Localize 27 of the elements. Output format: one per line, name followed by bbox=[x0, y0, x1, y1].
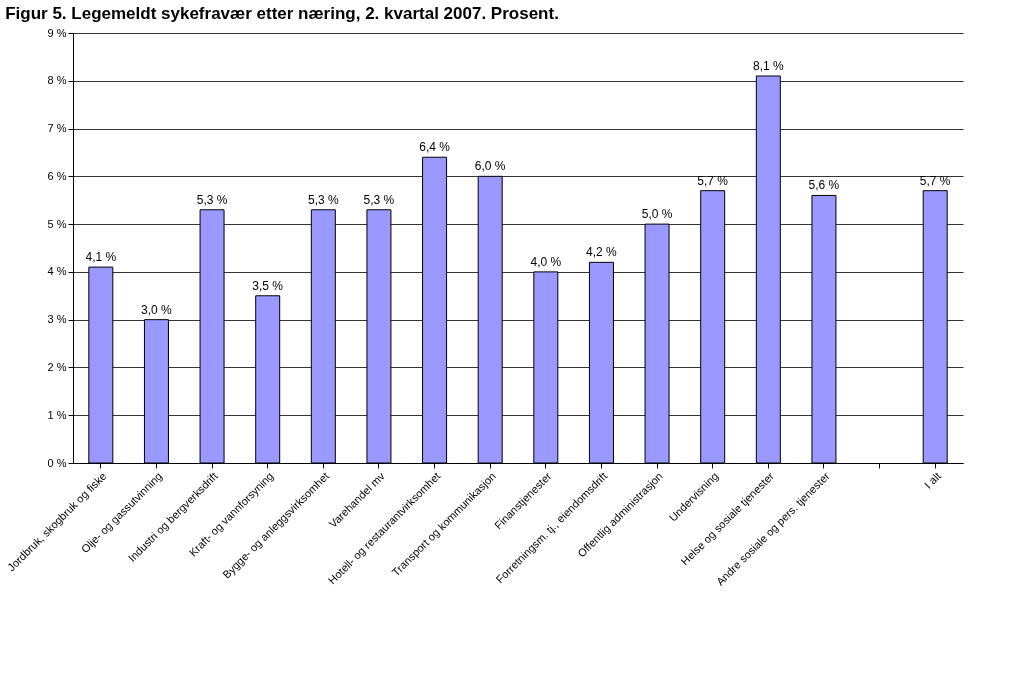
data-label: 6,0 % bbox=[474, 159, 506, 174]
data-label: 4,2 % bbox=[586, 245, 618, 260]
data-label: 8,1 % bbox=[752, 59, 784, 73]
data-label: 5,3 % bbox=[363, 192, 395, 207]
x-tick-label: I alt bbox=[921, 469, 943, 491]
data-label: 5,3 % bbox=[196, 192, 228, 207]
data-label: 5,0 % bbox=[641, 207, 673, 222]
chart-title: Figur 5. Legemeldt sykefravær etter næring, 2. kvartal 2007. Prosent. bbox=[5, 4, 559, 23]
y-tick-label: 2 % bbox=[47, 360, 67, 373]
data-label: 3,5 % bbox=[252, 278, 284, 293]
data-label: 6,4 % bbox=[419, 140, 451, 155]
y-tick-label: 4 % bbox=[47, 265, 67, 278]
y-tick-label: 7 % bbox=[47, 122, 67, 135]
y-tick-label: 3 % bbox=[47, 313, 67, 326]
data-label: 4,1 % bbox=[85, 250, 117, 265]
y-tick-label: 6 % bbox=[47, 169, 67, 182]
data-label: 5,7 % bbox=[697, 173, 729, 188]
y-tick-label: 1 % bbox=[47, 408, 67, 421]
y-tick-label: 0 % bbox=[47, 456, 67, 469]
data-label: 5,6 % bbox=[808, 178, 840, 193]
y-tick-label: 5 % bbox=[47, 217, 67, 230]
y-tick-label: 9 % bbox=[47, 26, 67, 39]
data-label: 3,0 % bbox=[141, 302, 173, 317]
data-label: 5,3 % bbox=[307, 192, 339, 207]
data-label: 5,7 % bbox=[919, 173, 951, 188]
data-label: 4,0 % bbox=[530, 254, 562, 269]
y-tick-label: 8 % bbox=[47, 74, 67, 87]
